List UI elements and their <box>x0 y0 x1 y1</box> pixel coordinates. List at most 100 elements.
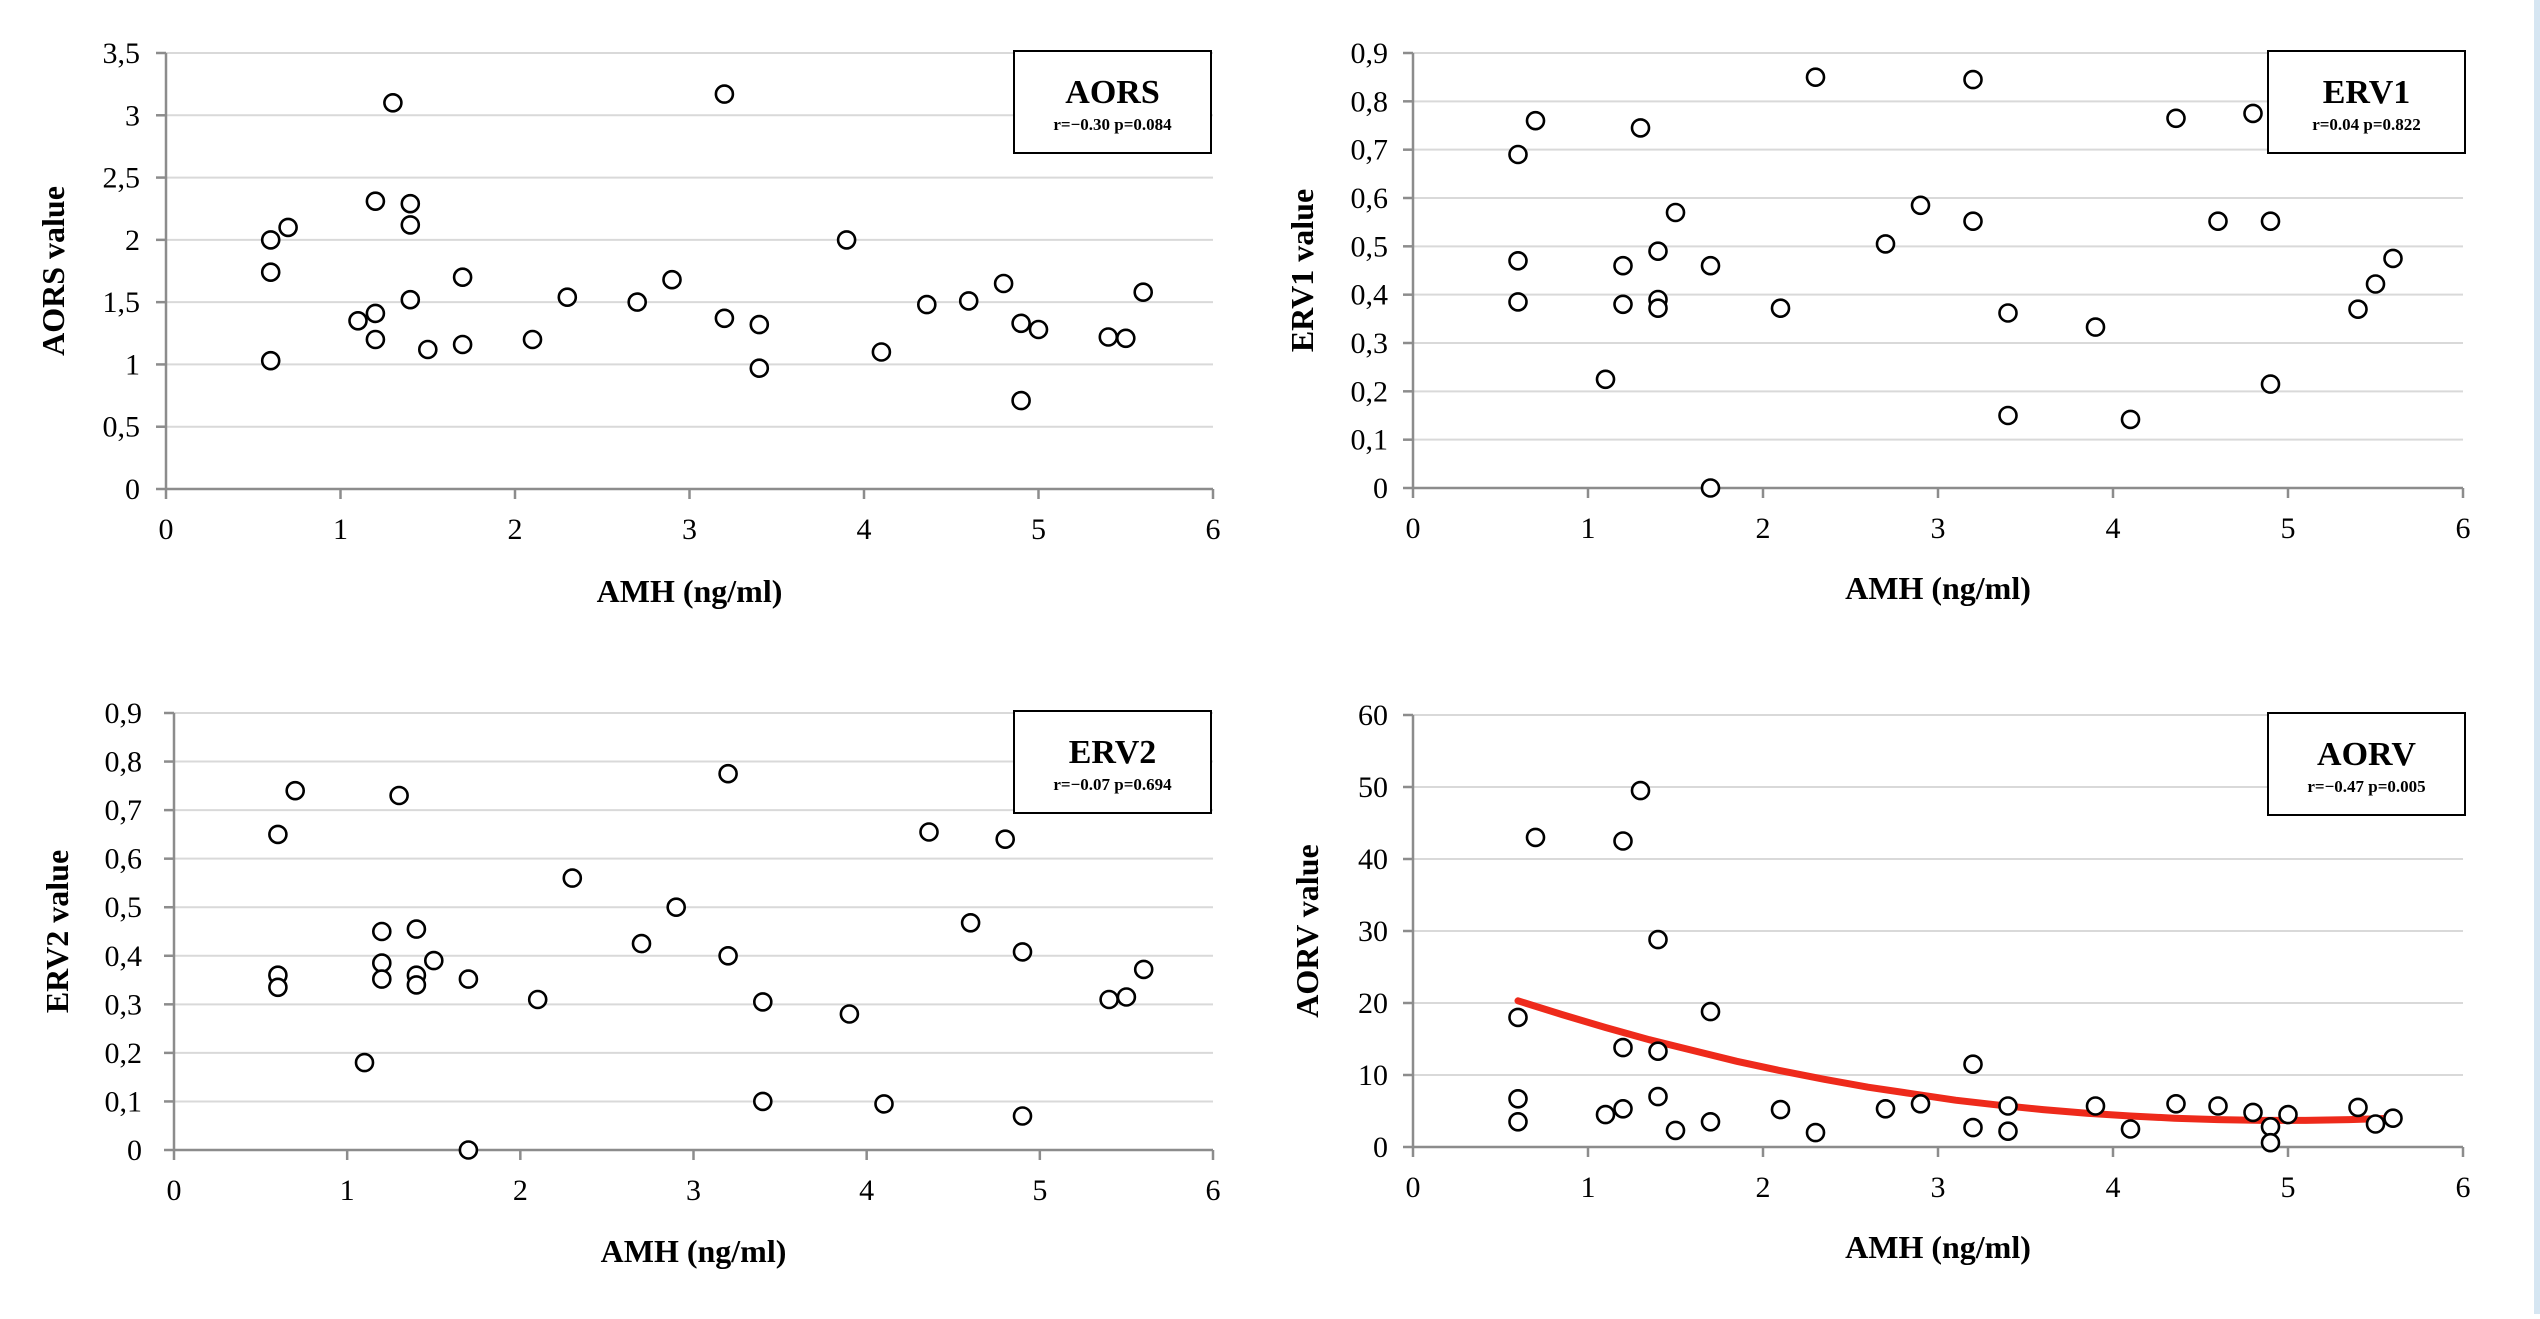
data-point <box>1805 1122 1826 1143</box>
x-tick-label: 1 <box>340 1174 355 1207</box>
data-point <box>1665 1120 1686 1141</box>
data-point <box>666 897 687 918</box>
data-point <box>278 217 298 238</box>
data-point <box>371 953 392 973</box>
chart-title: AORS <box>1065 74 1159 111</box>
data-point <box>1508 250 1528 271</box>
y-tick-label: 0,3 <box>1351 327 1389 360</box>
data-point <box>1116 987 1137 1007</box>
data-point <box>354 1052 375 1073</box>
data-point <box>1963 1117 1983 1138</box>
data-point <box>260 350 281 371</box>
y-tick-label: 0,6 <box>1351 182 1389 215</box>
data-point <box>2348 1097 2368 1118</box>
data-point <box>1910 195 1931 216</box>
data-point <box>1012 942 1033 962</box>
data-point <box>2348 299 2368 320</box>
data-point <box>2365 274 2386 294</box>
data-point <box>2260 1117 2281 1137</box>
chart-panel-erv1: 0 0,1 0,2 0,3 0,4 0,5 0,6 0,7 0,8 0,9 0 1 2 3 4 5 6 AMH (… <box>1284 37 2471 606</box>
data-point <box>1963 1054 1983 1074</box>
data-point <box>2383 1108 2403 1128</box>
data-point <box>2260 211 2281 231</box>
x-tick-label: 2 <box>1756 1171 1771 1204</box>
data-point <box>631 933 652 954</box>
x-tick-label: 4 <box>2106 1171 2121 1204</box>
y-axis-label: ERV2 value <box>39 850 75 1013</box>
x-tick-label: 4 <box>857 513 872 546</box>
y-tick-label: 60 <box>1358 699 1388 732</box>
data-point <box>1665 202 1686 223</box>
chart-panel-aors: 0 0,5 1 1,5 2 2,5 3 3,5 0 1 2 3 4 5 6 AMH (ng/ml) AORS v… <box>35 37 1221 609</box>
data-point <box>749 314 770 335</box>
data-point <box>1770 298 1791 319</box>
data-point <box>2166 108 2186 129</box>
correlation-stats: r=−0.47 p=0.005 <box>2307 777 2425 796</box>
data-point <box>1613 255 1633 276</box>
data-point <box>1648 1086 1668 1107</box>
data-point <box>718 763 738 784</box>
correlation-stats: r=−0.07 p=0.694 <box>1053 775 1172 794</box>
data-point <box>1998 405 2018 426</box>
data-point <box>1028 319 1049 340</box>
data-point <box>1525 110 1546 131</box>
x-tick-label: 5 <box>1031 513 1046 546</box>
data-point <box>836 230 857 250</box>
data-point <box>2278 1104 2298 1125</box>
data-point <box>1012 1106 1033 1126</box>
x-tick-label: 2 <box>1756 512 1771 545</box>
x-tick-label: 0 <box>159 513 174 546</box>
x-tick-label: 4 <box>2106 512 2121 545</box>
data-point <box>1700 1112 1721 1132</box>
data-point <box>1700 1001 1721 1022</box>
data-point <box>995 829 1016 850</box>
data-point <box>1630 780 1651 801</box>
data-point <box>2208 211 2228 231</box>
data-point <box>1700 255 1721 276</box>
data-point <box>1613 1037 1633 1058</box>
x-tick-label: 3 <box>1931 1171 1946 1204</box>
x-tick-label: 3 <box>682 513 697 546</box>
stats-box <box>2267 712 2466 816</box>
data-point <box>1998 1096 2018 1116</box>
y-tick-label: 1,5 <box>103 286 141 319</box>
y-tick-label: 0 <box>127 1134 142 1167</box>
x-tick-label: 3 <box>686 1174 701 1207</box>
data-point <box>1011 390 1031 411</box>
data-point <box>406 919 427 939</box>
data-point <box>960 912 981 933</box>
data-point <box>522 329 543 350</box>
y-tick-label: 40 <box>1358 843 1388 876</box>
data-point <box>348 310 368 331</box>
y-tick-label: 0 <box>1373 1131 1388 1164</box>
data-point <box>2208 1096 2228 1116</box>
y-axis-label: ERV1 value <box>1284 189 1320 352</box>
y-tick-label: 0,5 <box>103 411 141 444</box>
stats-box <box>2267 50 2466 154</box>
data-point <box>562 868 583 888</box>
data-point <box>1098 327 1119 347</box>
data-point <box>2383 248 2403 269</box>
data-point <box>458 969 479 989</box>
y-tick-label: 0,4 <box>1351 279 1389 312</box>
data-point <box>1595 1104 1616 1125</box>
data-point <box>958 291 979 311</box>
data-point <box>1011 313 1031 334</box>
data-point <box>1508 292 1528 312</box>
data-point <box>1875 1099 1896 1119</box>
data-point <box>1595 369 1616 390</box>
data-point <box>1508 144 1528 165</box>
y-tick-label: 0,7 <box>1351 134 1389 167</box>
x-tick-label: 5 <box>2281 1171 2296 1204</box>
y-tick-label: 3 <box>125 99 140 132</box>
data-point <box>1508 1007 1528 1028</box>
y-tick-label: 0,8 <box>105 746 143 779</box>
x-axis-label: AMH (ng/ml) <box>1845 1229 2031 1265</box>
data-point <box>839 1004 860 1024</box>
chart-panel-aorv: 0 10 20 30 40 50 60 0 1 2 3 4 5 6 AMH (ng/ml) AORV valu… <box>1289 699 2471 1265</box>
x-axis-label: AMH (ng/ml) <box>601 1233 787 1269</box>
data-point <box>365 191 386 211</box>
data-point <box>2085 317 2106 337</box>
data-point <box>1508 1112 1528 1132</box>
y-axis-label: AORV value <box>1289 844 1325 1017</box>
